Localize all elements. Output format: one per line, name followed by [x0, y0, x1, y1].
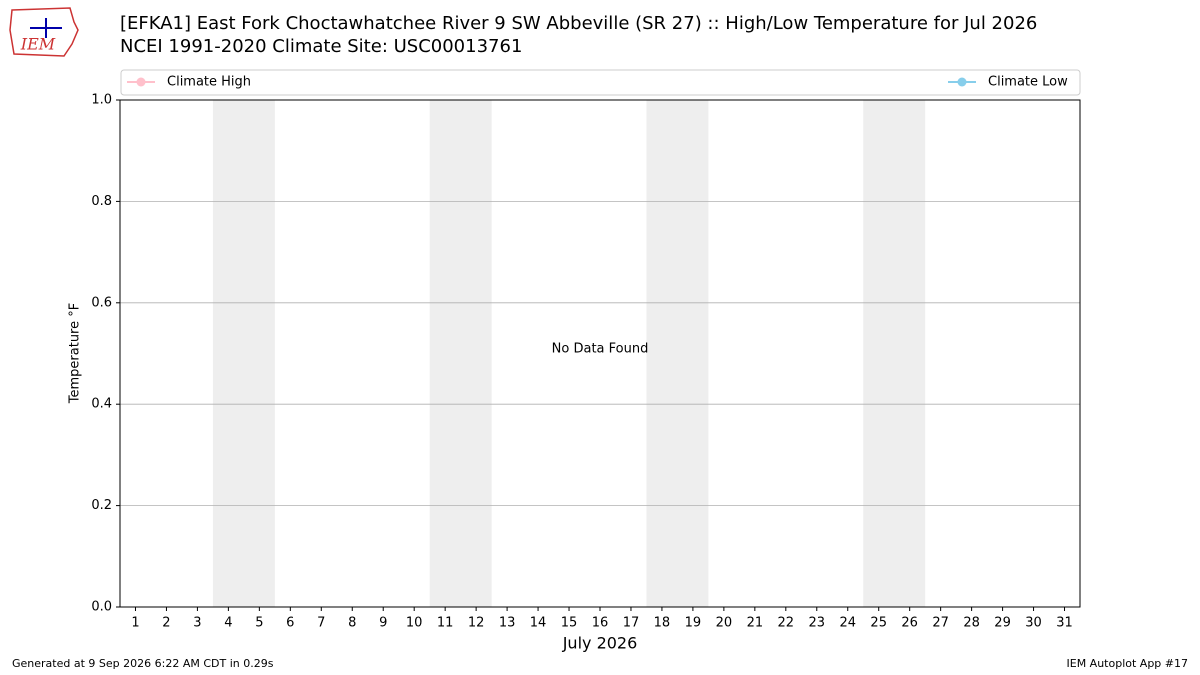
x-tick-label: 12 — [468, 616, 485, 631]
chart-title: [EFKA1] East Fork Choctawhatchee River 9… — [120, 13, 1037, 34]
y-tick-label: 0.0 — [91, 600, 112, 615]
y-tick-label: 0.8 — [91, 194, 112, 209]
x-tick-label: 5 — [255, 616, 263, 631]
x-tick-label: 26 — [901, 616, 918, 631]
x-tick-label: 7 — [317, 616, 325, 631]
x-axis-label: July 2026 — [562, 634, 638, 653]
legend-box — [120, 69, 1081, 96]
plot-frame — [119, 99, 1081, 608]
weekend-band — [212, 100, 275, 607]
logo: IEM — [9, 7, 79, 57]
annotation: No Data Found — [552, 342, 649, 357]
legend-label: Climate High — [167, 75, 251, 90]
x-tick-label: 6 — [286, 616, 294, 631]
x-tick-label: 29 — [994, 616, 1011, 631]
x-tick-label: 27 — [932, 616, 949, 631]
x-tick-label: 30 — [1025, 616, 1042, 631]
x-tick-label: 3 — [193, 616, 201, 631]
x-tick-label: 17 — [623, 616, 640, 631]
chart-subtitle: NCEI 1991-2020 Climate Site: USC00013761 — [120, 36, 522, 57]
legend-marker — [136, 77, 146, 87]
x-tick-label: 22 — [778, 616, 795, 631]
y-tick-label: 0.4 — [91, 397, 112, 412]
x-tick-label: 1 — [131, 616, 139, 631]
x-tick-label: 13 — [499, 616, 516, 631]
weekend-band — [863, 100, 926, 607]
x-tick-label: 24 — [839, 616, 856, 631]
x-tick-label: 15 — [561, 616, 578, 631]
legend-marker — [957, 77, 967, 87]
x-tick-label: 11 — [437, 616, 454, 631]
x-tick-label: 19 — [685, 616, 702, 631]
x-tick-label: 21 — [747, 616, 764, 631]
x-tick-label: 16 — [592, 616, 609, 631]
x-tick-label: 18 — [654, 616, 671, 631]
x-tick-label: 4 — [224, 616, 232, 631]
logo-text: IEM — [20, 35, 56, 54]
x-tick-label: 14 — [530, 616, 547, 631]
footer-right: IEM Autoplot App #17 — [1067, 657, 1189, 670]
x-tick-label: 2 — [162, 616, 170, 631]
x-tick-label: 8 — [348, 616, 356, 631]
x-tick-label: 28 — [963, 616, 980, 631]
x-tick-label: 25 — [870, 616, 887, 631]
x-tick-label: 31 — [1056, 616, 1073, 631]
legend-label: Climate Low — [988, 75, 1068, 90]
y-axis-label: Temperature °F — [68, 303, 83, 404]
footer-left: Generated at 9 Sep 2026 6:22 AM CDT in 0… — [12, 657, 274, 670]
x-tick-label: 10 — [406, 616, 423, 631]
y-tick-label: 1.0 — [91, 93, 112, 108]
x-tick-label: 23 — [809, 616, 826, 631]
weekend-band — [646, 100, 709, 607]
x-tick-label: 20 — [716, 616, 733, 631]
y-tick-label: 0.6 — [91, 295, 112, 310]
y-tick-label: 0.2 — [91, 498, 112, 513]
weekend-band — [429, 100, 492, 607]
x-tick-label: 9 — [379, 616, 387, 631]
